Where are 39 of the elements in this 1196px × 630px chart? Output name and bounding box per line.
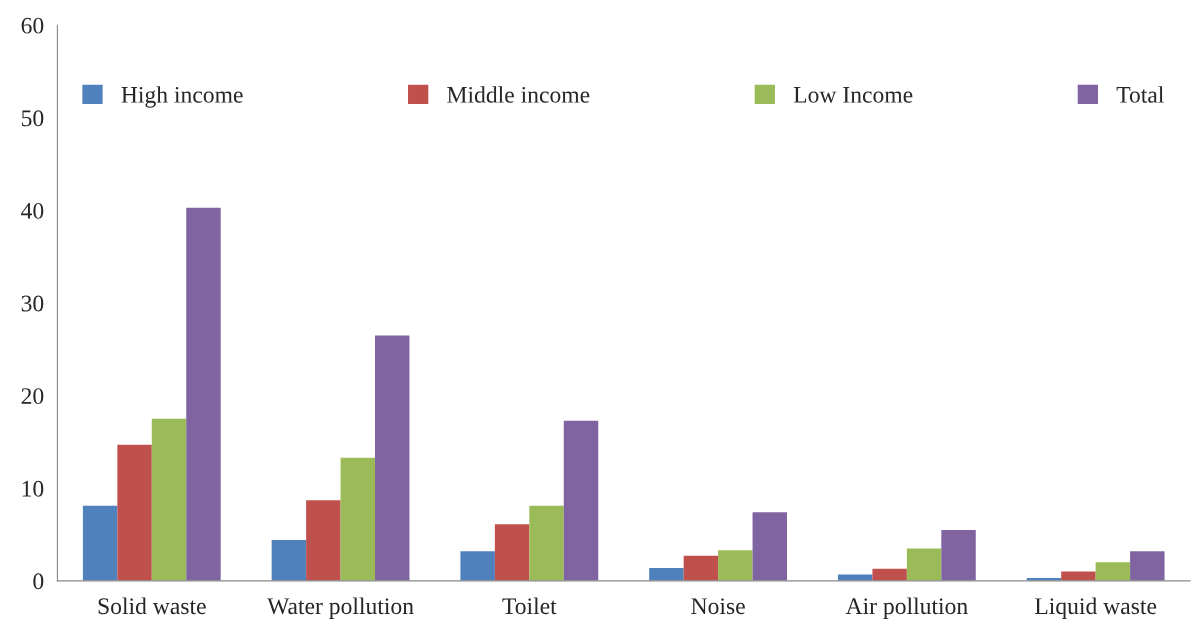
legend-label: Low Income <box>793 87 913 103</box>
bar <box>941 529 976 581</box>
bar <box>1130 551 1165 581</box>
x-tick-label: Toilet <box>502 597 557 615</box>
x-tick-label: Solid waste <box>98 597 206 615</box>
bar <box>82 505 118 581</box>
bar <box>306 500 341 581</box>
bar <box>151 418 187 581</box>
bar <box>186 207 221 581</box>
bar <box>563 420 599 581</box>
bar <box>837 574 873 581</box>
legend-label: Total <box>1116 86 1164 103</box>
bar <box>375 335 410 581</box>
bar <box>117 444 152 581</box>
y-tick-label: 40 <box>21 202 44 219</box>
legend-label: Middle income <box>447 86 590 103</box>
bar <box>494 524 530 581</box>
y-tick-label: 0 <box>33 573 44 590</box>
bar <box>271 540 307 581</box>
bar <box>1095 562 1131 581</box>
bar <box>340 457 376 581</box>
x-tick-label: Liquid waste <box>1035 597 1157 619</box>
bar <box>683 555 719 581</box>
x-tick-label: Noise <box>691 598 745 615</box>
bar <box>649 567 684 581</box>
y-tick-label: 10 <box>22 480 44 497</box>
y-tick-label: 60 <box>21 17 44 34</box>
bar <box>906 548 942 581</box>
legend-label: High income <box>121 86 243 108</box>
y-tick-label: 50 <box>21 110 44 127</box>
bar <box>872 568 907 581</box>
bar <box>718 550 753 581</box>
bar <box>529 505 564 581</box>
x-tick-label: Water pollution <box>267 597 414 619</box>
bar <box>460 551 495 581</box>
x-tick-label: Air pollution <box>845 597 968 619</box>
y-tick-label: 20 <box>21 388 44 405</box>
bar <box>752 512 787 581</box>
y-tick-label: 30 <box>21 295 44 312</box>
